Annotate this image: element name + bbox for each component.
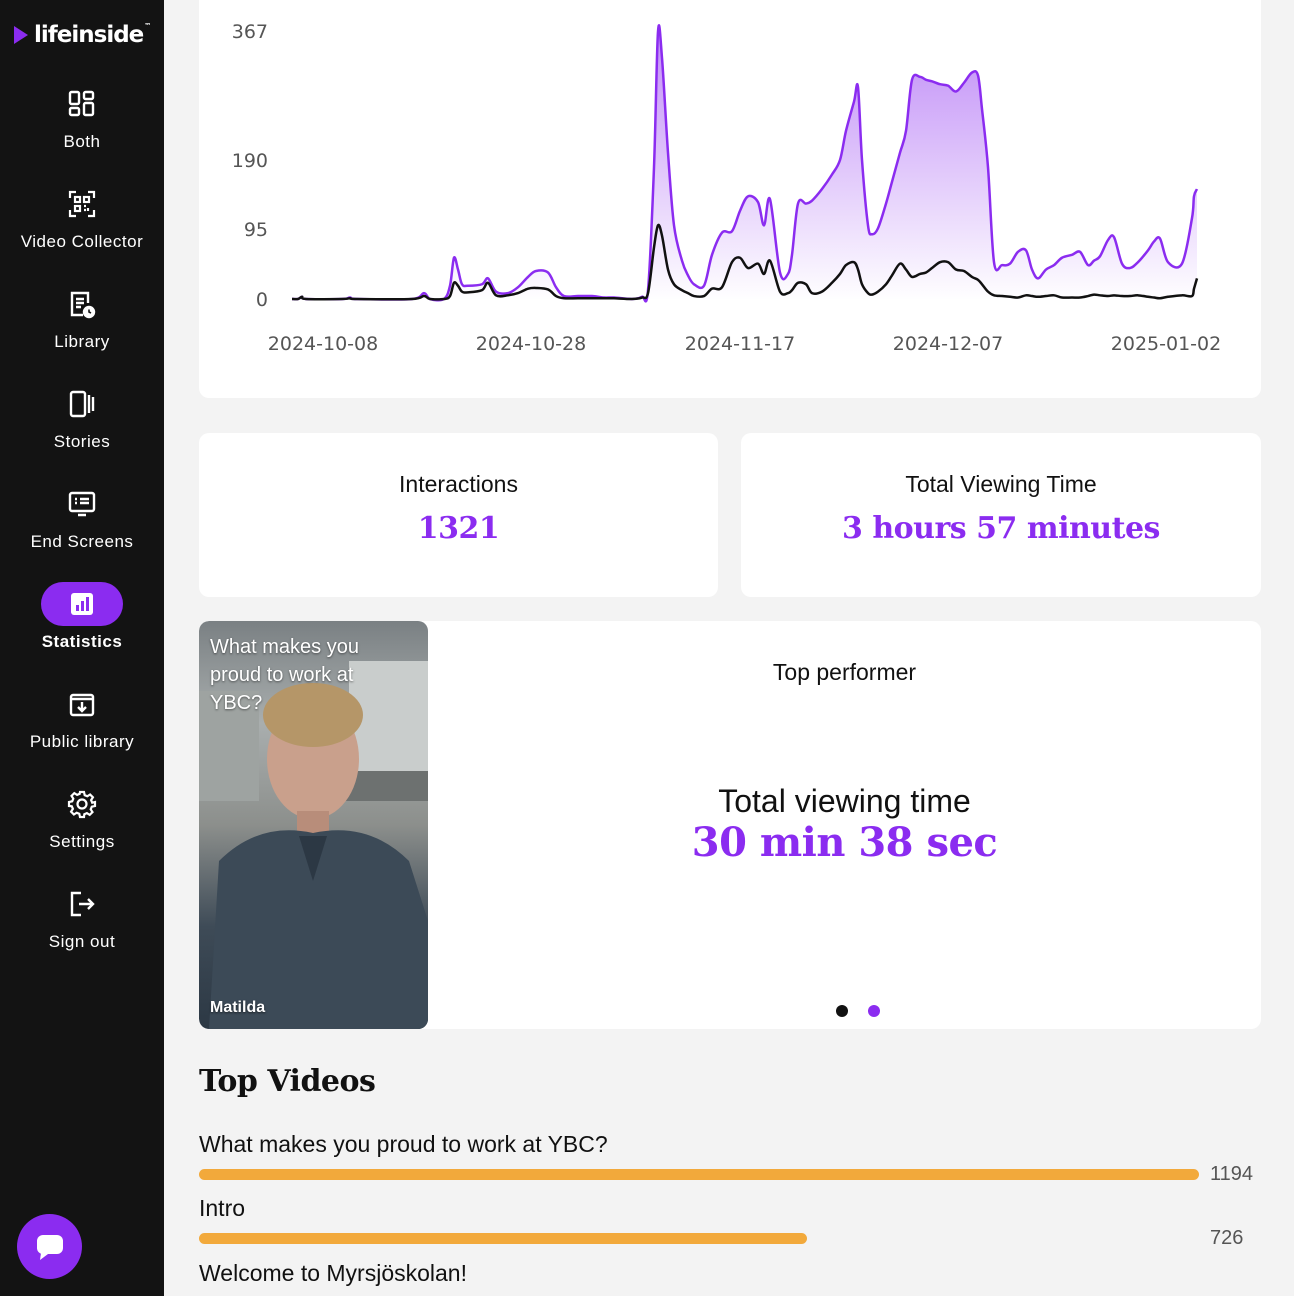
sidebar-item-sign-out[interactable]: Sign out (0, 882, 164, 952)
chat-icon (36, 1234, 63, 1260)
top-performer-video[interactable]: What makes you proud to work at YBC? Mat… (199, 621, 428, 1029)
video-thumbnail-image (199, 661, 428, 1029)
sidebar-item-both[interactable]: Both (0, 82, 164, 152)
y-tick-label: 0 (256, 289, 268, 311)
bar-chart-icon (41, 582, 123, 626)
y-tick-label: 190 (232, 150, 268, 172)
qr-code-icon (41, 182, 123, 226)
carousel-dot-1[interactable] (836, 1005, 848, 1017)
sidebar-item-label: Library (54, 332, 110, 351)
viewing-chart-card: 0 95 190 367 2024-10-08 2024-10-28 2024-11-17 2… (199, 0, 1261, 398)
top-performer-card: What makes you proud to work at YBC? Mat… (199, 621, 1261, 1029)
sidebar-item-label: Both (63, 132, 101, 151)
top-video-row[interactable]: Intro 726 (199, 1195, 1261, 1249)
lifeinside-logo[interactable]: lifeinside™ (14, 22, 151, 48)
video-caption: What makes you proud to work at YBC? (210, 636, 359, 714)
top-video-count: 726 (1210, 1227, 1244, 1249)
series-line-1 (291, 24, 1199, 303)
sidebar-item-label: Video Collector (20, 232, 144, 251)
top-video-name: Intro (199, 1195, 246, 1221)
viewing-time-value: 3 hours 57 minutes (842, 511, 1160, 546)
top-video-row[interactable]: Welcome to Myrsjöskolan! (199, 1260, 1261, 1287)
dashboard-icon (41, 82, 123, 126)
sidebar-item-stories[interactable]: Stories (0, 382, 164, 452)
sidebar-item-label: Statistics (41, 632, 123, 651)
sidebar-item-library[interactable]: Library (0, 282, 164, 352)
top-videos-title: Top Videos (199, 1064, 376, 1099)
y-tick-label: 95 (244, 219, 268, 241)
play-triangle-icon (14, 26, 28, 44)
chat-button[interactable] (17, 1214, 82, 1279)
interactions-value: 1321 (417, 511, 500, 546)
sidebar-item-label: End Screens (30, 532, 134, 551)
sidebar-item-settings[interactable]: Settings (0, 782, 164, 852)
sign-out-icon (41, 882, 123, 926)
logo-text: lifeinside™ (34, 22, 151, 48)
y-tick-label: 367 (232, 21, 268, 43)
carousel-dots (836, 1005, 880, 1017)
top-video-bar (199, 1233, 808, 1244)
x-tick-label: 2024-12-07 (893, 333, 1003, 355)
sidebar-item-label: Sign out (48, 932, 116, 951)
series-line-2 (291, 223, 1199, 301)
top-performer-title: Top performer (772, 659, 917, 685)
video-author: Matilda (210, 999, 266, 1016)
carousel-dot-2[interactable] (868, 1005, 880, 1017)
sidebar-item-label: Settings (49, 832, 115, 851)
x-tick-label: 2025-01-02 (1111, 333, 1221, 355)
interactions-card: Interactions 1321 (199, 433, 718, 597)
x-tick-label: 2024-10-28 (476, 333, 586, 355)
sidebar: lifeinside™ Both Video Collector Library… (0, 0, 164, 1296)
interactions-label: Interactions (399, 471, 518, 497)
sidebar-item-label: Public library (29, 732, 135, 751)
sidebar-item-statistics[interactable]: Statistics (0, 582, 164, 652)
top-video-name: Welcome to Myrsjöskolan! (199, 1260, 467, 1286)
viewing-time-card: Total Viewing Time 3 hours 57 minutes (741, 433, 1261, 597)
viewing-time-label: Total Viewing Time (905, 471, 1097, 497)
top-video-count: 1194 (1210, 1163, 1254, 1185)
sidebar-item-video-collector[interactable]: Video Collector (0, 182, 164, 252)
top-performer-metric-value: 30 min 38 sec (691, 819, 998, 866)
download-box-icon (41, 682, 123, 726)
end-screen-icon (41, 482, 123, 526)
stories-icon (41, 382, 123, 426)
top-performer-metric-label: Total viewing time (718, 783, 971, 819)
x-tick-label: 2024-11-17 (685, 333, 795, 355)
top-video-name: What makes you proud to work at YBC? (199, 1131, 608, 1157)
top-video-row[interactable]: What makes you proud to work at YBC? 119… (199, 1131, 1261, 1185)
sidebar-item-public-library[interactable]: Public library (0, 682, 164, 752)
x-tick-label: 2024-10-08 (268, 333, 378, 355)
gear-icon (41, 782, 123, 826)
top-video-bar (199, 1169, 1199, 1180)
viewing-chart: 0 95 190 367 2024-10-08 2024-10-28 2024-11-17 2… (232, 21, 1221, 355)
sidebar-item-end-screens[interactable]: End Screens (0, 482, 164, 552)
library-clock-icon (41, 282, 123, 326)
sidebar-item-label: Stories (53, 432, 111, 451)
series-area (292, 25, 1197, 302)
